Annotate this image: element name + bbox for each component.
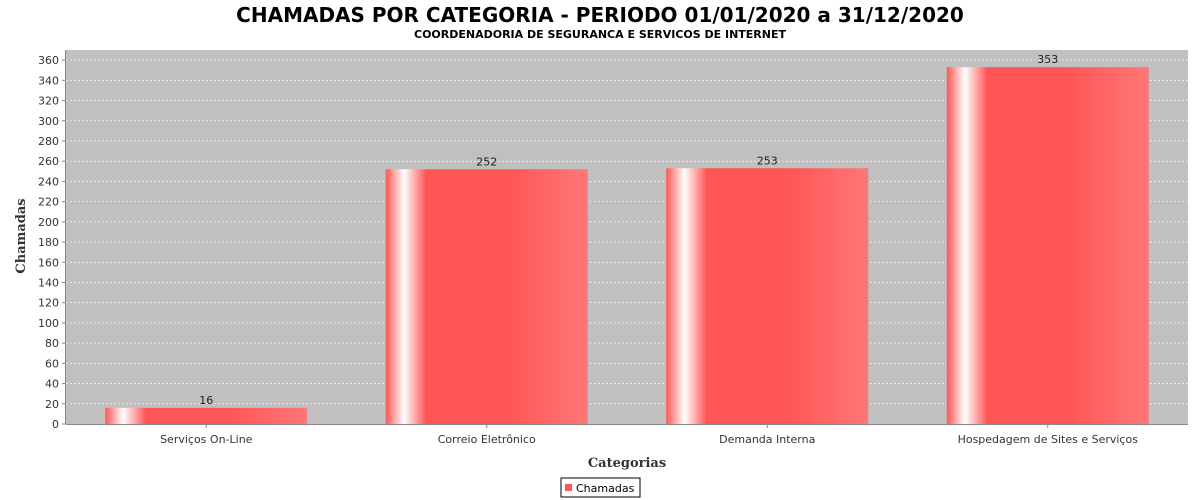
bar	[385, 169, 588, 424]
y-tick-label: 60	[45, 357, 59, 370]
y-tick-label: 300	[38, 115, 59, 128]
y-tick-label: 80	[45, 337, 59, 350]
y-tick-label: 140	[38, 276, 59, 289]
y-tick-label: 320	[38, 95, 59, 108]
bar-value-label: 252	[476, 155, 497, 168]
y-tick-label: 0	[52, 418, 59, 431]
bar-value-label: 16	[199, 394, 213, 407]
bar-value-label: 353	[1037, 53, 1058, 66]
y-tick-label: 340	[38, 74, 59, 87]
y-tick-label: 40	[45, 378, 59, 391]
chart-subtitle: COORDENADORIA DE SEGURANCA E SERVICOS DE…	[414, 28, 786, 41]
x-axis-title: Categorias	[588, 456, 666, 471]
bar-value-label: 253	[757, 154, 778, 167]
bars	[105, 67, 1149, 425]
x-tick-label: Serviços On-Line	[160, 433, 253, 446]
y-tick-label: 160	[38, 256, 59, 269]
y-tick-label: 280	[38, 135, 59, 148]
gridlines	[66, 59, 1188, 405]
bar	[666, 168, 869, 424]
chart-title: CHAMADAS POR CATEGORIA - PERIODO 01/01/2…	[236, 3, 964, 27]
x-tick-label: Demanda Interna	[719, 433, 815, 446]
y-tick-label: 200	[38, 216, 59, 229]
data-labels: 16 252 253 353	[199, 53, 1058, 407]
y-axis-title: Chamadas	[14, 198, 29, 273]
y-tick-label: 220	[38, 196, 59, 209]
legend: Chamadas	[560, 477, 641, 498]
y-tick-label: 360	[38, 54, 59, 67]
x-axis-ticks: Serviços On-Line Correio Eletrônico Demand…	[160, 424, 1138, 446]
y-tick-label: 120	[38, 297, 59, 310]
y-tick-label: 260	[38, 155, 59, 168]
legend-swatch	[565, 484, 572, 491]
y-tick-label: 20	[45, 398, 59, 411]
bar	[105, 407, 308, 424]
y-tick-label: 240	[38, 175, 59, 188]
x-tick-label: Hospedagem de Sites e Serviços	[958, 433, 1139, 446]
y-tick-label: 180	[38, 236, 59, 249]
x-tick-label: Correio Eletrônico	[438, 433, 536, 446]
y-tick-label: 100	[38, 317, 59, 330]
y-axis-ticks: 0 20 40 60 80 100 120 140 160 180 200 220 240 260 280 3…	[38, 54, 66, 431]
legend-box	[560, 477, 641, 498]
legend-label: Chamadas	[576, 482, 635, 495]
bar	[946, 67, 1149, 425]
